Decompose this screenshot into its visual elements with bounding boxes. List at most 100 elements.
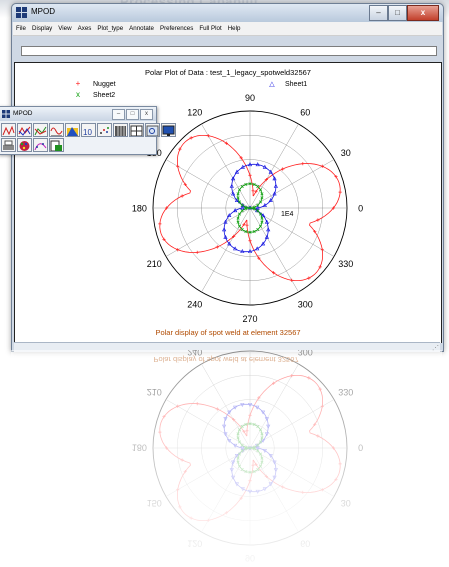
- menu-help[interactable]: Help: [227, 25, 241, 32]
- reflection-spoke-300: [249, 363, 299, 449]
- menu-plot-type[interactable]: Plot_type: [97, 25, 124, 32]
- reflection-series-sheet2-point-140: [236, 456, 240, 460]
- reflection-series-sheet2-point-190: [244, 445, 248, 449]
- reflection-series-sheet1-point-100: [240, 487, 245, 492]
- angle-label-300: 300: [298, 299, 313, 309]
- angle-label-120: 120: [187, 108, 202, 118]
- print-icon[interactable]: [1, 138, 16, 152]
- scatter-plot-icon[interactable]: [97, 123, 112, 137]
- zoom-icon[interactable]: [145, 123, 160, 137]
- monitor-icon[interactable]: [161, 123, 176, 137]
- command-field[interactable]: [21, 46, 437, 56]
- window-reflection: 0306090120150180210240270300330 Polar di…: [11, 350, 442, 567]
- series-sheet1-point-310: [266, 227, 271, 232]
- series-sheet1-point-30: [272, 191, 277, 196]
- reflection-series-sheet2-point-240: [237, 428, 242, 432]
- reflection-series-sheet2-point-300: [258, 428, 263, 432]
- series-sheet2-point-300: [258, 224, 263, 228]
- line-plot-wave-icon[interactable]: [49, 123, 64, 137]
- series-sheet2-point-350: [252, 207, 256, 211]
- menu-bar: File Display View Axes Plot_type Annotat…: [13, 22, 442, 36]
- reflection-series-nugget-point-190: [158, 430, 162, 434]
- resize-grip-icon[interactable]: ⋰: [432, 345, 439, 352]
- series-nugget-point-90: [248, 173, 252, 177]
- reflection-series-sheet1-point-80: [255, 489, 260, 494]
- series-sheet2-point-90: [248, 182, 252, 186]
- series-nugget-point-220: [195, 250, 199, 254]
- toolbox-close-button[interactable]: x: [140, 109, 153, 120]
- reflection-series-nugget-point-30: [320, 488, 324, 492]
- series-sheet1-point-250: [233, 246, 238, 251]
- grid-icon[interactable]: [113, 123, 128, 137]
- reflection-series-sheet1-point-250: [233, 405, 238, 410]
- menu-display[interactable]: Display: [31, 25, 53, 32]
- series-sheet2-point-310: [260, 220, 264, 224]
- reflection-series-sheet2-point-220: [236, 436, 240, 440]
- reflection-series-sheet2-point-60: [258, 464, 263, 468]
- plot-caption: Polar display of spot weld at element 32…: [155, 328, 300, 337]
- export-icon[interactable]: [49, 138, 64, 152]
- minimize-button[interactable]: –: [369, 5, 388, 21]
- reflection-chart: 0306090120150180210240270300330 Polar di…: [132, 350, 363, 563]
- reflection-series-nugget-line: [159, 374, 341, 521]
- toolbox-minimize-button[interactable]: –: [112, 109, 125, 120]
- line-plot-red-icon[interactable]: [1, 123, 16, 137]
- reflection-series-sheet2-point-70: [256, 467, 260, 471]
- series-sheet1-point-220: [222, 227, 227, 232]
- angle-label-60: 60: [300, 108, 310, 118]
- series-sheet2-point-60: [258, 188, 263, 192]
- series-sheet1-point-100: [240, 164, 245, 169]
- series-nugget-point-40: [301, 162, 305, 166]
- color-palette-icon[interactable]: [17, 138, 32, 152]
- toolbox-maximize-button[interactable]: □: [126, 109, 139, 120]
- close-button[interactable]: x: [407, 5, 439, 21]
- menu-view[interactable]: View: [58, 25, 72, 32]
- line-plot-multi-icon[interactable]: [17, 123, 32, 137]
- reflection-series-sheet1-point-70: [262, 487, 267, 492]
- reflection-series-sheet1-point-190: [233, 443, 238, 448]
- series-sheet1-point-190: [233, 208, 238, 213]
- line-plot-green-icon[interactable]: [33, 123, 48, 137]
- menu-annotate[interactable]: Annotate: [129, 25, 154, 32]
- reflection-series-sheet2-point-40: [260, 456, 264, 460]
- curve-fit-icon[interactable]: [33, 138, 48, 152]
- menu-full-plot[interactable]: Full Plot: [199, 25, 222, 32]
- menu-axes[interactable]: Axes: [77, 25, 92, 32]
- toolbox-row-2: [1, 138, 65, 152]
- reflection-spoke-120: [201, 447, 251, 533]
- angle-label-240: 240: [187, 299, 202, 309]
- series-sheet1-point-80: [255, 162, 260, 167]
- mpod-window: MPOD – □ x File Display View Axes Plot_t…: [11, 3, 444, 352]
- reflection-spoke-210: [165, 399, 251, 449]
- log-scale-icon[interactable]: 10: [81, 123, 96, 137]
- reflection-series-sheet1-point-310: [266, 424, 271, 429]
- series-nugget-point-160: [183, 182, 187, 187]
- reflection-series-sheet1-point-160: [240, 449, 245, 454]
- series-sheet1-point-200: [227, 213, 232, 218]
- reflection-series-nugget-point-120: [206, 518, 210, 522]
- maximize-button[interactable]: □: [388, 5, 407, 21]
- reflection-series-sheet2-point-80: [252, 469, 256, 474]
- menu-preferences[interactable]: Preferences: [159, 25, 194, 32]
- toolbox-titlebar[interactable]: MPOD – □ x: [0, 107, 156, 121]
- window-titlebar[interactable]: MPOD – □ x: [12, 4, 443, 22]
- series-nugget-point-80: [251, 189, 255, 193]
- reflection-series-sheet1-point-60: [268, 482, 273, 487]
- reflection-series-sheet2-point-320: [260, 436, 264, 440]
- reflection-series-sheet1-point-120: [231, 475, 236, 480]
- reflection-outer-ring: [152, 350, 348, 546]
- reflection-angle-label-60: 60: [300, 538, 310, 548]
- surface-plot-icon[interactable]: [65, 123, 80, 137]
- reflection-series-sheet1-point-320: [264, 432, 269, 437]
- series-nugget-point-200: [162, 237, 166, 241]
- series-sheet2-point-140: [236, 196, 240, 200]
- series-sheet2-point-20: [256, 203, 260, 207]
- reflection-series-sheet1-point-230: [223, 417, 228, 422]
- menu-file[interactable]: File: [16, 25, 26, 32]
- reflection-series-sheet1-point-40: [273, 468, 278, 473]
- reflection-series-sheet1-point-200: [227, 438, 232, 443]
- layout-icon[interactable]: [129, 123, 144, 137]
- reflection-series-sheet2-point-50: [260, 460, 264, 464]
- reflection-series-nugget-point-80: [251, 463, 255, 467]
- reflection-series-sheet2-point-120: [237, 464, 242, 468]
